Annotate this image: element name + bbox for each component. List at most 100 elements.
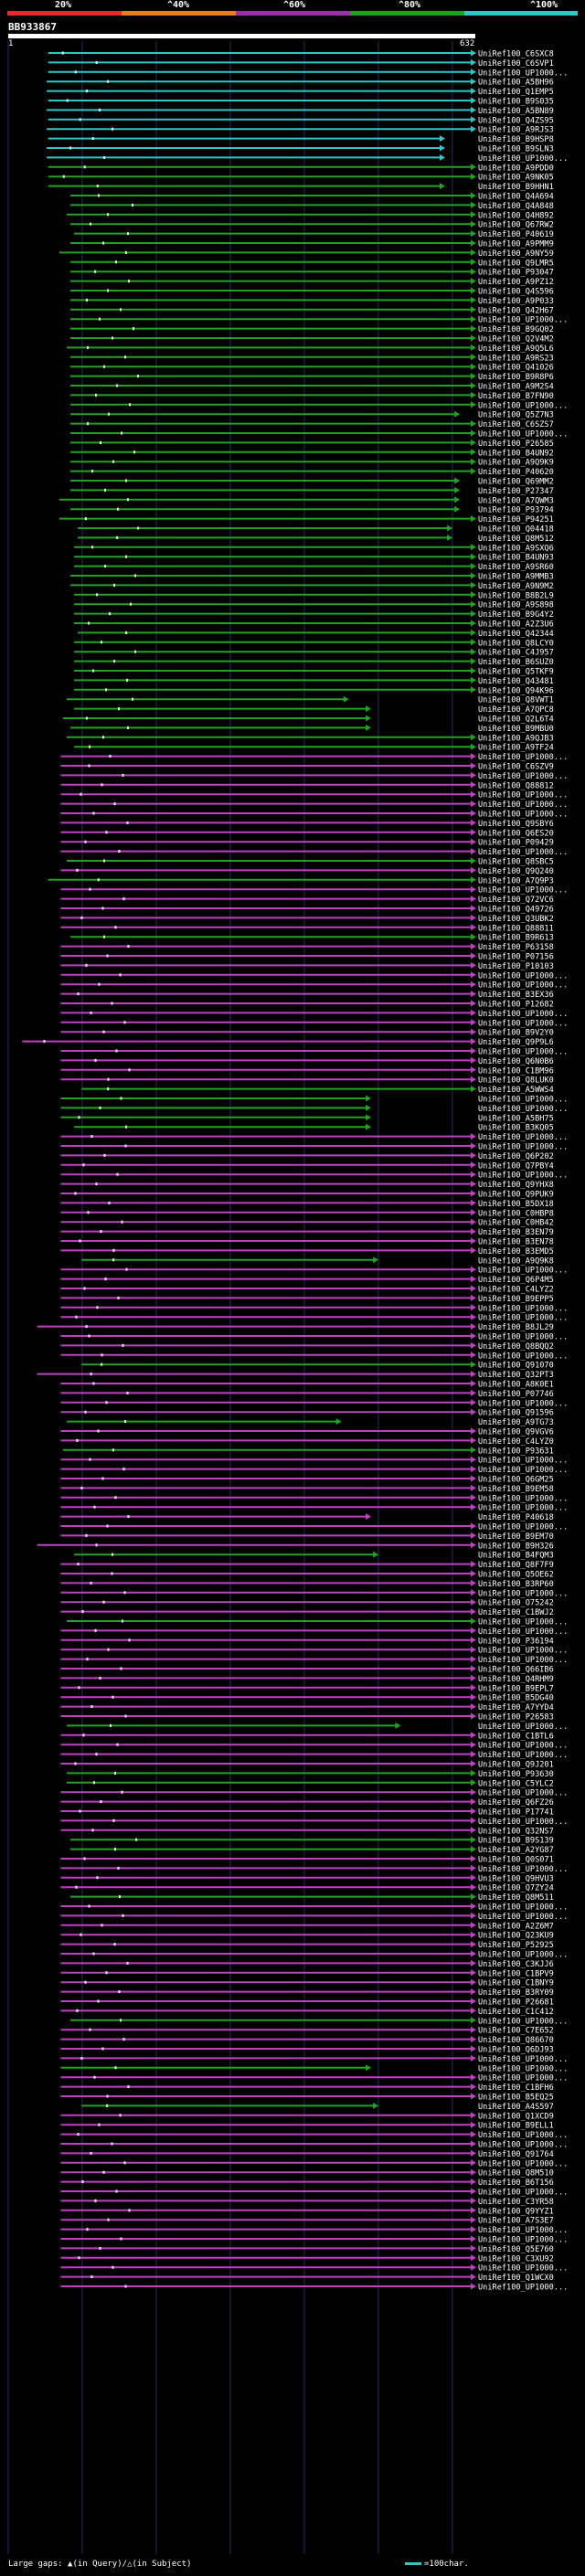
hit-label: UniRef100_UP1000... [478, 2226, 568, 2235]
hit-label: UniRef100_UP1000... [478, 430, 568, 440]
hit-label: UniRef100_A8K0E1 [478, 1381, 554, 1390]
gap-marker [93, 1505, 96, 1509]
hit-arrow-icon [471, 544, 476, 551]
gap-marker [85, 963, 88, 967]
hit-label: UniRef100_UP1000... [478, 1304, 568, 1313]
hit-label: UniRef100_UP1000... [478, 1951, 568, 1960]
gap-marker [119, 1895, 122, 1899]
hit-label: UniRef100_B5DG40 [478, 1694, 554, 1703]
hit-label: UniRef100_P63158 [478, 943, 554, 952]
hit-arrow-icon [366, 1104, 372, 1111]
gap-marker [77, 2133, 80, 2136]
hit-label: UniRef100_A9SXQ6 [478, 544, 554, 553]
hit-label: UniRef100_B9GQ02 [478, 325, 554, 334]
hit-arrow-icon [471, 58, 476, 66]
scale-bar-green [350, 11, 464, 16]
hit-label: UniRef100_C5YLC2 [478, 1779, 554, 1788]
gap-marker [91, 1829, 94, 1832]
hit-arrow-icon [471, 2207, 476, 2214]
hit-arrow-icon [471, 648, 476, 655]
gap-marker [109, 755, 112, 758]
hit-arrow-icon [447, 534, 453, 541]
gap-marker [98, 982, 101, 986]
hit-label: UniRef100_A9PZ12 [478, 278, 554, 287]
gap-marker [106, 954, 109, 958]
hit-arrow-icon [471, 1864, 476, 1871]
hit-label: UniRef100_UP1000... [478, 1267, 568, 1276]
gap-marker [124, 1714, 127, 1718]
gap-marker [126, 678, 129, 682]
gap-marker [90, 2151, 92, 2155]
gap-marker [123, 2161, 126, 2165]
hit-arrow-icon [471, 1532, 476, 1539]
hit-arrow-icon [471, 1341, 476, 1349]
hit-label: UniRef100_Q91070 [478, 1362, 554, 1371]
gap-marker [76, 868, 79, 872]
hit-arrow-icon [471, 239, 476, 247]
gap-marker [95, 393, 98, 397]
hit-label: UniRef100_Q4A694 [478, 193, 554, 202]
hit-arrow-icon [471, 401, 476, 408]
hit-arrow-icon [471, 2254, 476, 2262]
gap-marker [106, 213, 109, 217]
hit-arrow-icon [471, 658, 476, 665]
hit-arrow-icon [471, 1589, 476, 1596]
hit-label: UniRef100_UP1000... [478, 2189, 568, 2198]
hit-label: UniRef100_Q2L6T4 [478, 716, 554, 725]
subject-gap-icon: △ [127, 2560, 133, 2569]
gap-marker [103, 365, 106, 368]
hit-label: UniRef100_A2YG87 [478, 1846, 554, 1855]
hit-arrow-icon [471, 354, 476, 361]
hit-label: UniRef100_Q66IB6 [478, 1666, 554, 1675]
hit-arrow-icon [454, 486, 461, 493]
gap-marker [125, 631, 128, 634]
subject-gap-text: (in Subject) [132, 2560, 192, 2569]
hit-label: UniRef100_UP1000... [478, 971, 568, 981]
hit-arrow-icon [471, 1228, 476, 1235]
hit-arrow-icon [471, 762, 476, 769]
hit-arrow-icon [471, 1427, 476, 1435]
hit-label: UniRef100_UP1000... [478, 1589, 568, 1598]
query-gap-icon: ▲ [68, 2560, 73, 2569]
hit-label: UniRef100_A5BH75 [478, 1114, 554, 1123]
hit-label: UniRef100_UP1000... [478, 2131, 568, 2140]
hit-arrow-icon [395, 1722, 401, 1729]
hit-arrow-icon [471, 1741, 476, 1748]
hit-label: UniRef100_B9SLN3 [478, 145, 554, 154]
gap-marker [112, 1258, 115, 1262]
gap-marker [134, 650, 137, 653]
hit-label: UniRef100_B6SUZ0 [478, 658, 554, 667]
hit-label: UniRef100_B9ELL1 [478, 2122, 554, 2131]
gap-marker [112, 1553, 114, 1556]
hit-arrow-icon [471, 420, 476, 428]
gap-marker [105, 831, 108, 834]
hit-arrow-icon [471, 591, 476, 599]
hit-arrow-icon [471, 315, 476, 323]
hit-label: UniRef100_UP1000... [478, 1751, 568, 1760]
hit-label: UniRef100_UP1000... [478, 1010, 568, 1019]
hit-arrow-icon [471, 1874, 476, 1882]
hit-arrow-icon [471, 1656, 476, 1663]
hit-label: UniRef100_UP1000... [478, 791, 568, 800]
gap-marker [113, 802, 116, 806]
hit-arrow-icon [471, 2244, 476, 2252]
gap-marker [102, 2170, 105, 2174]
hit-label: UniRef100_Q94K96 [478, 686, 554, 695]
scale-label-80: ^80% [399, 0, 421, 10]
hit-arrow-icon [343, 695, 349, 703]
hit-label: UniRef100_Q9HVU3 [478, 1874, 554, 1883]
gap-marker [79, 118, 81, 122]
hit-arrow-icon [471, 819, 476, 826]
hit-label: UniRef100_UP1000... [478, 1656, 568, 1665]
hit-arrow-icon [366, 1114, 372, 1121]
hit-arrow-icon [471, 686, 476, 694]
hit-arrow-icon [471, 896, 476, 903]
hit-arrow-icon [471, 829, 476, 836]
gap-marker [127, 2085, 130, 2089]
hit-arrow-icon [471, 800, 476, 808]
gap-marker [130, 602, 133, 606]
hit-label: UniRef100_C4LYZ2 [478, 1286, 554, 1295]
gap-marker [101, 736, 104, 739]
hit-arrow-icon [471, 2017, 476, 2024]
hit-arrow-icon [471, 1171, 476, 1178]
